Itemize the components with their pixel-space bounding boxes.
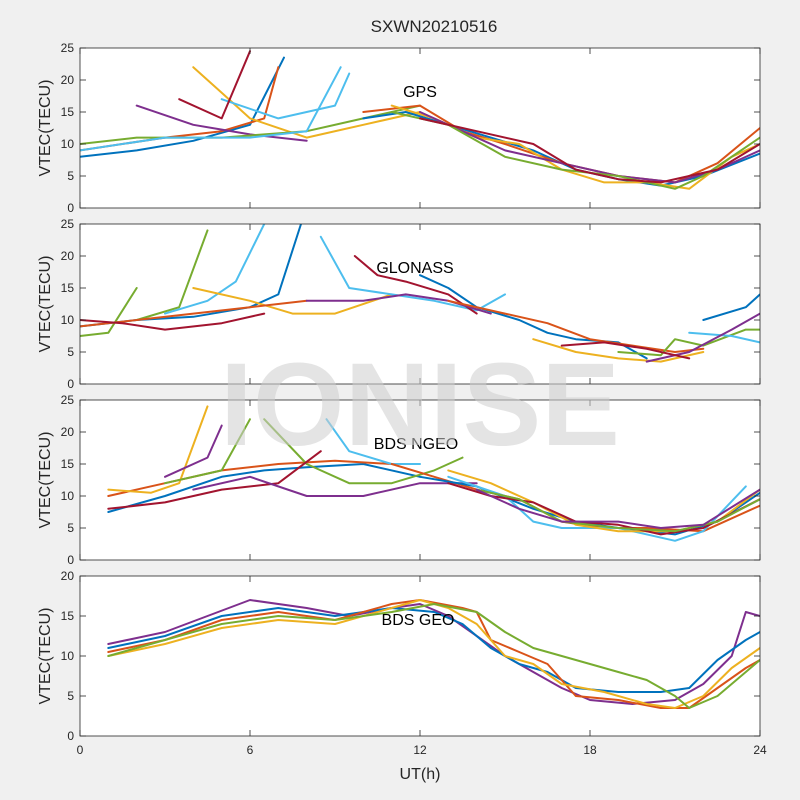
panel-label: BDS GEO — [382, 612, 455, 629]
series-line-3 — [192, 66, 421, 139]
series-line-4 — [135, 104, 308, 142]
y-tick-label: 5 — [67, 345, 74, 359]
series-line-3 — [107, 405, 209, 494]
series-line-2 — [107, 459, 393, 497]
x-tick-label: 6 — [247, 743, 254, 757]
series-line-12 — [447, 475, 747, 542]
series-line-15 — [475, 488, 760, 533]
series-line-17 — [645, 312, 760, 363]
series-line-7 — [325, 418, 421, 465]
panel-2: 0 5 10 15 20 25 VTEC(TECU) GLONASS — [37, 217, 761, 391]
series-line-14 — [447, 482, 760, 536]
series-line-7 — [80, 312, 266, 331]
y-tick-label: 0 — [67, 729, 74, 743]
plot-area — [80, 400, 760, 560]
y-tick-label: 20 — [61, 249, 75, 263]
panel-1: 0 5 10 15 20 25 VTEC(TECU) GPS — [37, 41, 761, 215]
series-line-15 — [688, 331, 760, 344]
series-line-5 — [192, 287, 393, 315]
series-line-16 — [702, 293, 760, 321]
y-axis-label: VTEC(TECU) — [37, 80, 54, 177]
y-tick-label: 5 — [67, 521, 74, 535]
series-line-5 — [107, 603, 760, 709]
series-line-4 — [164, 424, 223, 478]
y-tick-label: 15 — [61, 281, 75, 295]
panel-label: GLONASS — [376, 260, 453, 277]
series-group — [107, 405, 760, 542]
series-line-1 — [107, 599, 760, 705]
y-tick-label: 10 — [61, 313, 75, 327]
series-line-12 — [447, 299, 705, 353]
y-tick-label: 0 — [67, 377, 74, 391]
y-axis-label: VTEC(TECU) — [37, 432, 54, 529]
chart-title: SXWN20210516 — [371, 17, 498, 36]
series-group — [80, 224, 760, 363]
y-axis-label: VTEC(TECU) — [37, 608, 54, 705]
series-line-8 — [80, 66, 342, 152]
panel-4: 0 5 10 15 20 0 6 12 18 24 VTEC(TECU) UT(h) BDS GEO — [37, 569, 767, 783]
series-group — [80, 50, 760, 190]
series-line-14 — [419, 117, 760, 184]
series-line-16 — [475, 488, 760, 529]
y-tick-label: 15 — [61, 457, 75, 471]
y-tick-label: 25 — [61, 217, 75, 231]
series-line-1 — [107, 463, 421, 513]
series-line-2 — [80, 287, 138, 337]
y-tick-label: 5 — [67, 689, 74, 703]
y-tick-label: 10 — [61, 649, 75, 663]
series-line-4 — [164, 224, 266, 315]
y-tick-label: 10 — [61, 489, 75, 503]
x-tick-label: 12 — [413, 743, 427, 757]
y-tick-label: 15 — [61, 105, 75, 119]
y-axis-label: VTEC(TECU) — [37, 256, 54, 353]
x-axis-label: UT(h) — [400, 766, 441, 783]
series-line-3 — [135, 229, 209, 321]
panel-label: GPS — [403, 84, 437, 101]
y-tick-label: 15 — [61, 609, 75, 623]
y-tick-label: 25 — [61, 393, 75, 407]
y-tick-label: 10 — [61, 137, 75, 151]
series-line-7 — [178, 50, 251, 120]
series-line-4 — [107, 599, 760, 709]
y-tick-label: 20 — [61, 569, 75, 583]
series-group — [107, 599, 760, 709]
x-tick-label: 0 — [77, 743, 84, 757]
series-line-13 — [532, 338, 705, 363]
series-line-11 — [305, 293, 492, 315]
y-tick-label: 25 — [61, 41, 75, 55]
y-tick-label: 20 — [61, 73, 75, 87]
y-tick-label: 20 — [61, 425, 75, 439]
series-line-9 — [192, 475, 478, 497]
series-line-6 — [263, 418, 464, 485]
series-line-1 — [80, 56, 285, 158]
series-line-9 — [353, 255, 478, 315]
y-tick-label: 5 — [67, 169, 74, 183]
series-line-8 — [107, 450, 322, 510]
x-tick-label: 18 — [583, 743, 597, 757]
watermark: IONISE — [220, 339, 620, 471]
series-line-18 — [560, 341, 691, 360]
x-tick-label: 24 — [753, 743, 767, 757]
panel-label: BDS NGEO — [374, 436, 458, 453]
panel-3: 0 5 10 15 20 25 VTEC(TECU) BDS NGEO — [37, 393, 761, 567]
series-line-5 — [220, 72, 351, 120]
y-tick-label: 0 — [67, 553, 74, 567]
y-tick-label: 0 — [67, 201, 74, 215]
series-line-14 — [617, 328, 760, 357]
series-line-5 — [164, 418, 251, 485]
plot-area — [80, 576, 760, 736]
